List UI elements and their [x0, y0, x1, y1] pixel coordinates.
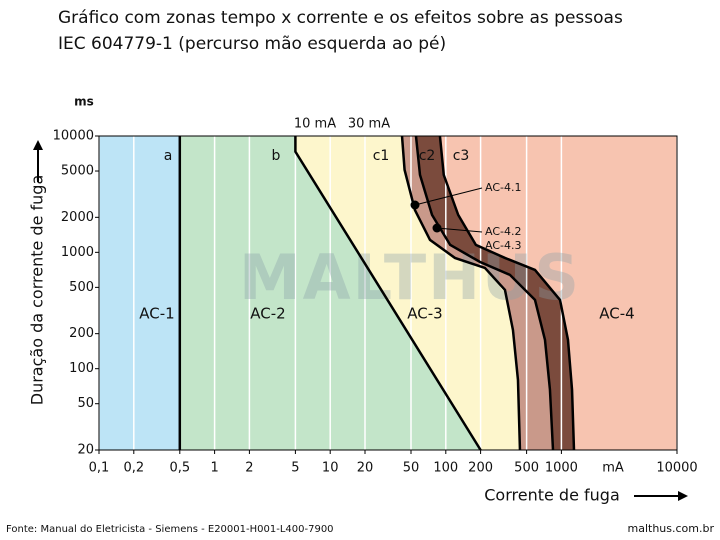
zone-fill — [99, 136, 180, 450]
x-tick-label: 200 — [468, 461, 493, 476]
site: malthus.com.br — [628, 522, 715, 535]
curve-label: c3 — [453, 148, 470, 164]
x-unit: mA — [602, 461, 624, 476]
x-tick-label: 500 — [514, 461, 539, 476]
annotation: AC-4.3 — [485, 239, 521, 252]
chart-title: Gráfico com zonas tempo x corrente e os … — [58, 8, 623, 28]
curve-label: c2 — [419, 148, 436, 164]
x-tick-label: 1 — [210, 461, 218, 476]
y-tick-label: 500 — [69, 280, 94, 295]
zone-fill — [439, 136, 677, 450]
curve-label: c1 — [373, 148, 390, 164]
chart-subtitle: IEC 604779-1 (percurso mão esquerda ao p… — [58, 34, 446, 54]
x-tick-label: 0,5 — [169, 461, 190, 476]
curve — [414, 135, 555, 451]
zone-label: AC-2 — [250, 305, 285, 323]
x-tick-label: 0,1 — [89, 461, 110, 476]
zone-fill — [295, 136, 520, 450]
annotation: AC-4.1 — [485, 181, 521, 194]
y-tick-label: 2000 — [61, 210, 94, 225]
y-tick-label: 5000 — [61, 164, 94, 179]
curve-label: a — [164, 148, 173, 164]
y-tick-label: 50 — [77, 396, 94, 411]
x-tick-label: 5 — [291, 461, 299, 476]
zone-fill — [402, 136, 554, 450]
y-tick-label: 1000 — [61, 245, 94, 260]
zone-fill — [415, 136, 574, 450]
source: Fonte: Manual do Eletricista - Siemens -… — [6, 524, 334, 535]
zone-label: AC-4 — [599, 305, 634, 323]
x-tick-label: 1000 — [545, 461, 578, 476]
x-tick-label: 50 — [403, 461, 420, 476]
zone-label: AC-3 — [407, 305, 442, 323]
watermark: MALTHUS — [239, 241, 581, 314]
y-axis-title: Duração da corrente de fuga — [28, 175, 47, 405]
plot-border — [98, 135, 678, 451]
curve-label: b — [272, 148, 281, 164]
x-arrow-head — [678, 491, 688, 501]
current-note: 30 mA — [348, 117, 390, 132]
x-tick-label: 0,2 — [123, 461, 144, 476]
current-note: 10 mA — [294, 117, 336, 132]
zone-label: AC-1 — [139, 305, 174, 323]
x-axis-title: Corrente de fuga — [484, 486, 620, 505]
x-tick-label: 100 — [433, 461, 458, 476]
y-tick-label: 10000 — [53, 129, 94, 144]
annotation-line — [414, 187, 483, 206]
curve — [294, 136, 482, 451]
x-tick-label: 10000 — [656, 461, 697, 476]
annotation: AC-4.2 — [485, 225, 521, 238]
x-tick-label: 10 — [322, 461, 339, 476]
x-tick-label: 20 — [357, 461, 374, 476]
curve — [438, 135, 576, 451]
curve — [400, 135, 522, 451]
y-tick-label: 100 — [69, 361, 94, 376]
y-unit: ms — [74, 95, 94, 109]
y-tick-label: 20 — [77, 443, 94, 458]
y-tick-label: 200 — [69, 326, 94, 341]
y-arrow-head — [33, 140, 43, 150]
annotation-line — [436, 227, 483, 233]
x-tick-label: 2 — [245, 461, 253, 476]
